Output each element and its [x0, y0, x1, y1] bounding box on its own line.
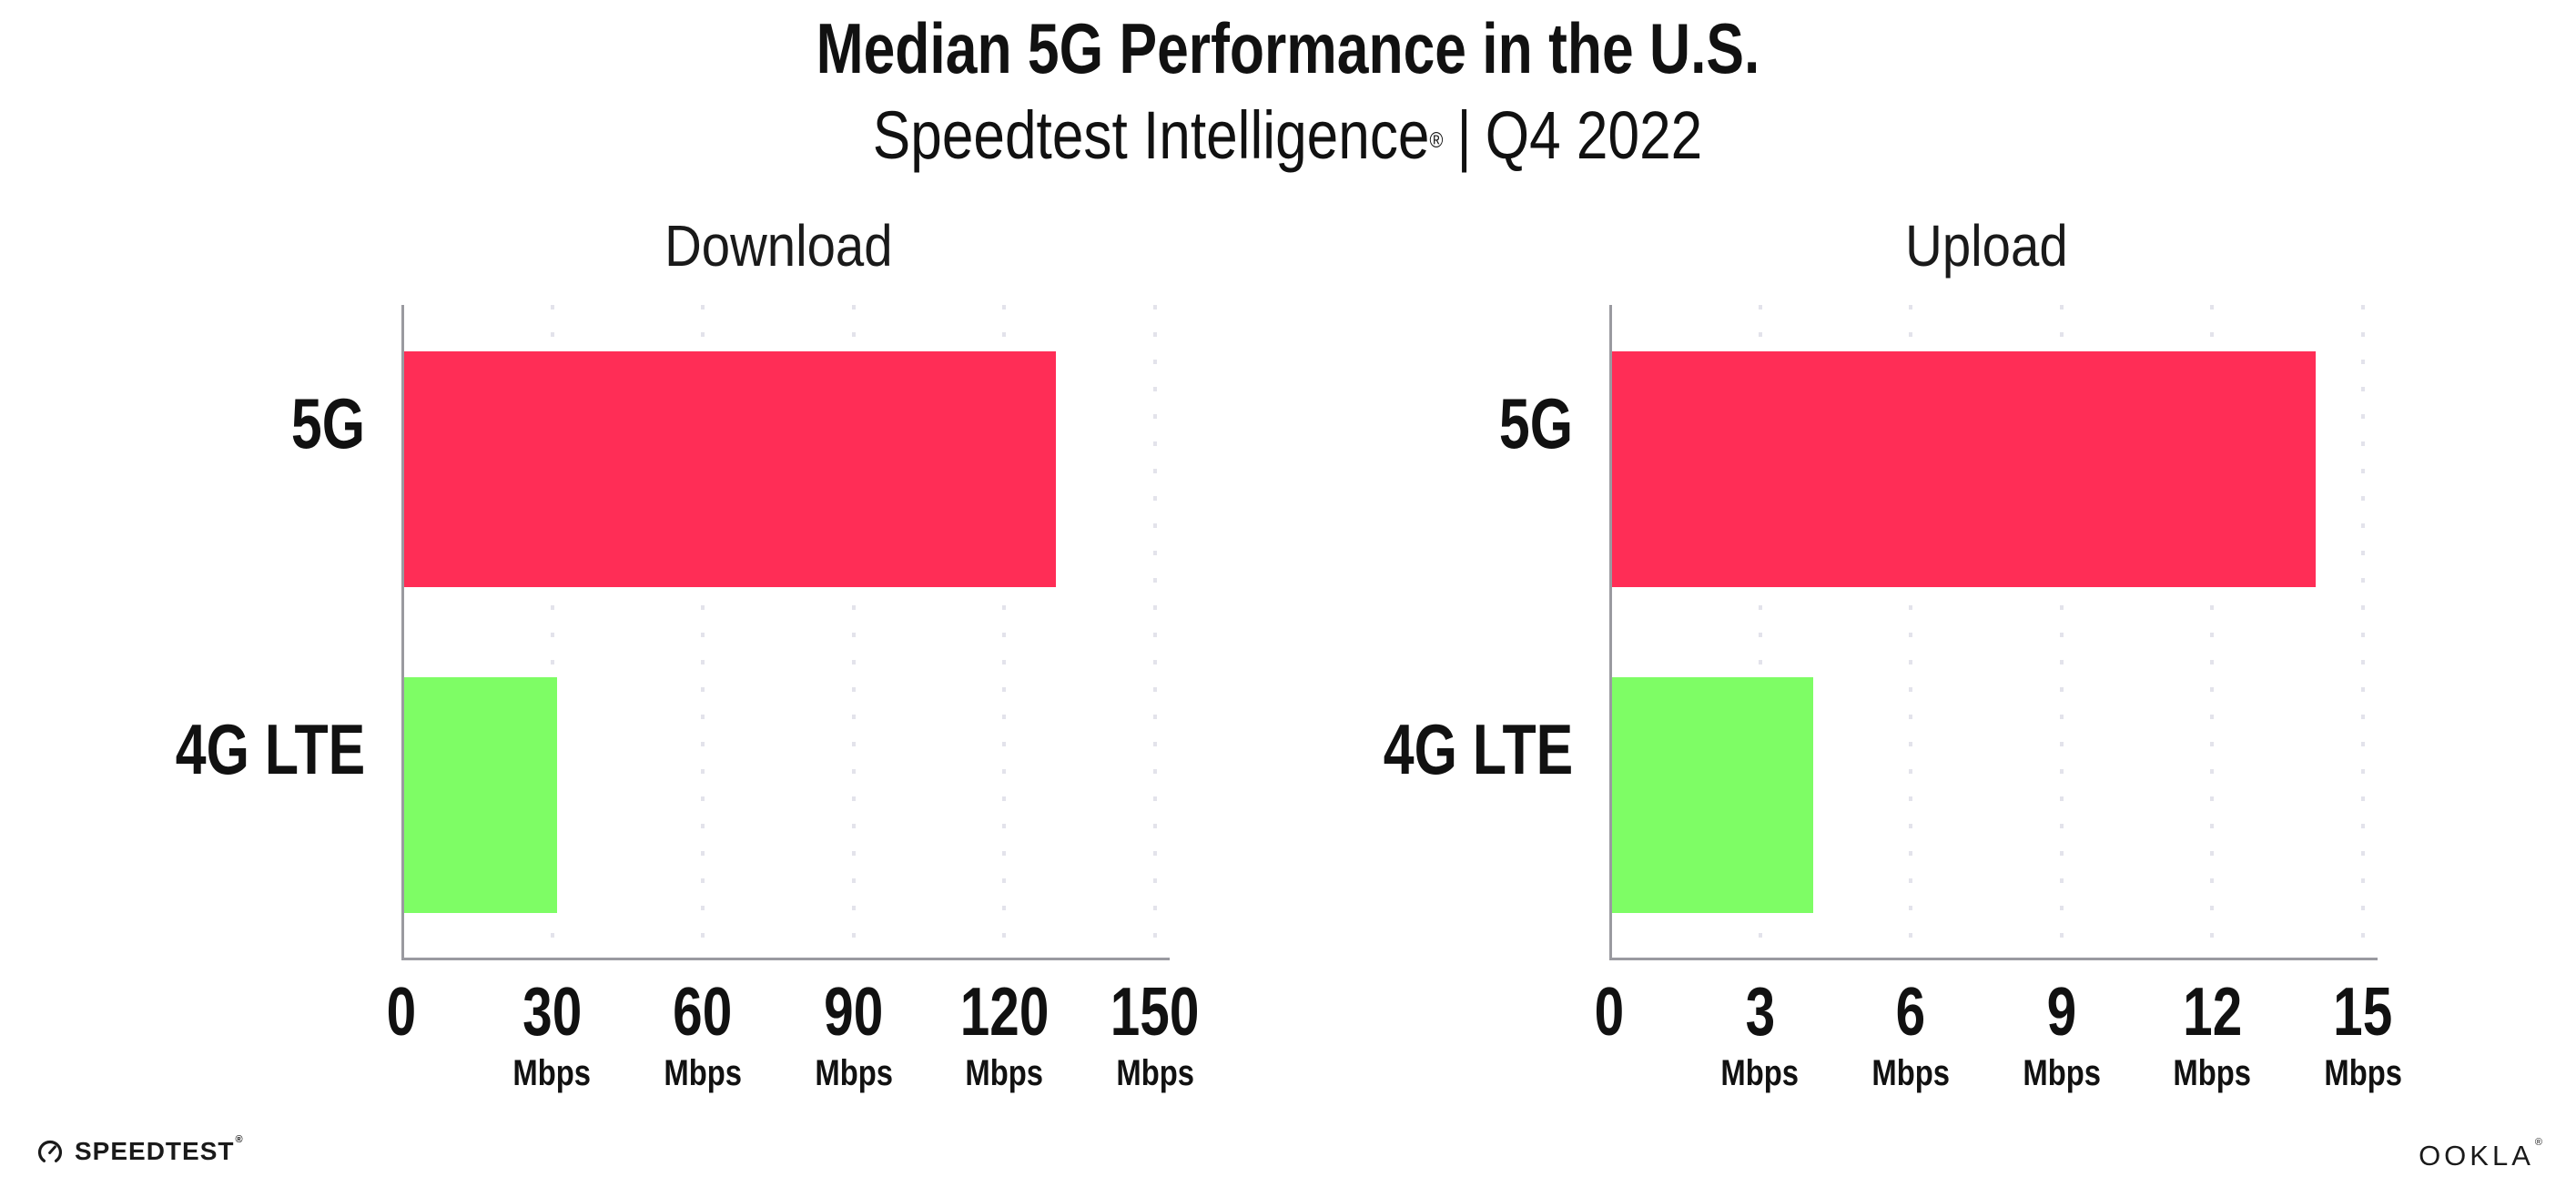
x-tick-unit: Mbps — [1720, 1053, 1800, 1093]
x-tick-unit: Mbps — [512, 1053, 592, 1093]
x-tick-30: 30 Mbps — [452, 975, 653, 1093]
gridline-3 — [1758, 305, 1762, 958]
x-tick-0: 0 — [301, 975, 502, 1048]
x-axis-line — [1609, 958, 2378, 960]
gridline-120 — [1002, 305, 1007, 958]
gridline-9 — [2059, 305, 2064, 958]
x-tick-value: 6 — [1895, 973, 1926, 1050]
gridline-15 — [2361, 305, 2365, 958]
x-tick-value: 60 — [673, 973, 733, 1050]
gridline-60 — [701, 305, 705, 958]
x-tick-unit: Mbps — [965, 1053, 1044, 1093]
x-tick-value: 3 — [1745, 973, 1775, 1050]
subtitle-separator: | — [1456, 97, 1473, 173]
x-tick-value: 15 — [2333, 973, 2393, 1050]
subtitle-product: Speedtest Intelligence — [873, 97, 1430, 173]
bar-4g-lte-download — [404, 677, 557, 913]
x-tick-value: 0 — [1594, 973, 1625, 1050]
registered-trademark-icon: ® — [235, 1134, 244, 1145]
gridline-12 — [2210, 305, 2215, 958]
x-tick-value: 120 — [959, 973, 1050, 1050]
x-tick-unit: Mbps — [1116, 1053, 1194, 1093]
x-tick-unit: Mbps — [2022, 1053, 2101, 1093]
x-tick-9: 9 Mbps — [1962, 975, 2162, 1093]
gridline-150 — [1153, 305, 1157, 958]
x-tick-value: 12 — [2182, 973, 2242, 1050]
bar-5g-download — [404, 351, 1057, 587]
gridline-6 — [1909, 305, 1913, 958]
x-tick-60: 60 Mbps — [603, 975, 803, 1093]
x-tick-value: 30 — [522, 973, 583, 1050]
page-title-text: Median 5G Performance in the U.S. — [816, 8, 1760, 88]
subtitle-period: Q4 2022 — [1486, 97, 1703, 173]
x-tick-90: 90 Mbps — [754, 975, 954, 1093]
registered-trademark-icon: ® — [2534, 1137, 2546, 1148]
x-tick-unit: Mbps — [2173, 1053, 2252, 1093]
category-label-5g: 5G — [290, 382, 365, 463]
y-axis-line — [1609, 305, 1612, 959]
upload-chart-title: Upload — [1904, 213, 2068, 279]
download-chart: Download 0 30 Mbps 60 Mbps 90 Mbps 120 Mbps 150 Mbp… — [176, 213, 1200, 1093]
category-label-4g-lte: 4G LTE — [1383, 708, 1573, 789]
x-axis-line — [401, 958, 1170, 960]
gridline-30 — [550, 305, 554, 958]
x-tick-value: 0 — [386, 973, 417, 1050]
ookla-wordmark: OOKLA — [2419, 1140, 2534, 1172]
download-chart-title: Download — [664, 213, 893, 279]
x-tick-unit: Mbps — [1871, 1053, 1951, 1093]
speedtest-logo: SPEEDTEST® — [36, 1134, 244, 1166]
registered-trademark-icon: ® — [1429, 128, 1444, 153]
x-tick-15: 15 Mbps — [2263, 975, 2463, 1093]
x-tick-150: 150 Mbps — [1055, 975, 1255, 1093]
speedtest-wordmark: SPEEDTEST® — [75, 1134, 244, 1165]
x-tick-unit: Mbps — [814, 1053, 893, 1093]
x-tick-6: 6 Mbps — [1810, 975, 2011, 1093]
page-title: Median 5G Performance in the U.S. — [0, 9, 2576, 87]
upload-chart: Upload 0 3 Mbps 6 Mbps 9 Mbps 12 Mbps 15 Mbps 5G 4G L… — [1384, 213, 2402, 1093]
x-tick-3: 3 Mbps — [1660, 975, 1861, 1093]
ookla-logo: OOKLA® — [2419, 1137, 2546, 1172]
bar-4g-lte-upload — [1612, 677, 1813, 913]
gridline-90 — [851, 305, 856, 958]
x-tick-unit: Mbps — [664, 1053, 743, 1093]
category-label-5g: 5G — [1498, 382, 1573, 463]
x-tick-value: 90 — [824, 973, 884, 1050]
page-subtitle: Speedtest Intelligence® | Q4 2022 — [0, 96, 2576, 175]
x-tick-120: 120 Mbps — [904, 975, 1104, 1093]
x-tick-value: 9 — [2046, 973, 2077, 1050]
x-tick-value: 150 — [1111, 973, 1200, 1050]
x-tick-12: 12 Mbps — [2112, 975, 2312, 1093]
bar-5g-upload — [1612, 351, 2316, 587]
y-axis-line — [401, 305, 404, 959]
category-label-4g-lte: 4G LTE — [175, 708, 365, 789]
speedtest-gauge-icon — [37, 1140, 63, 1162]
x-tick-0: 0 — [1509, 975, 1709, 1048]
x-tick-unit: Mbps — [2324, 1053, 2402, 1093]
